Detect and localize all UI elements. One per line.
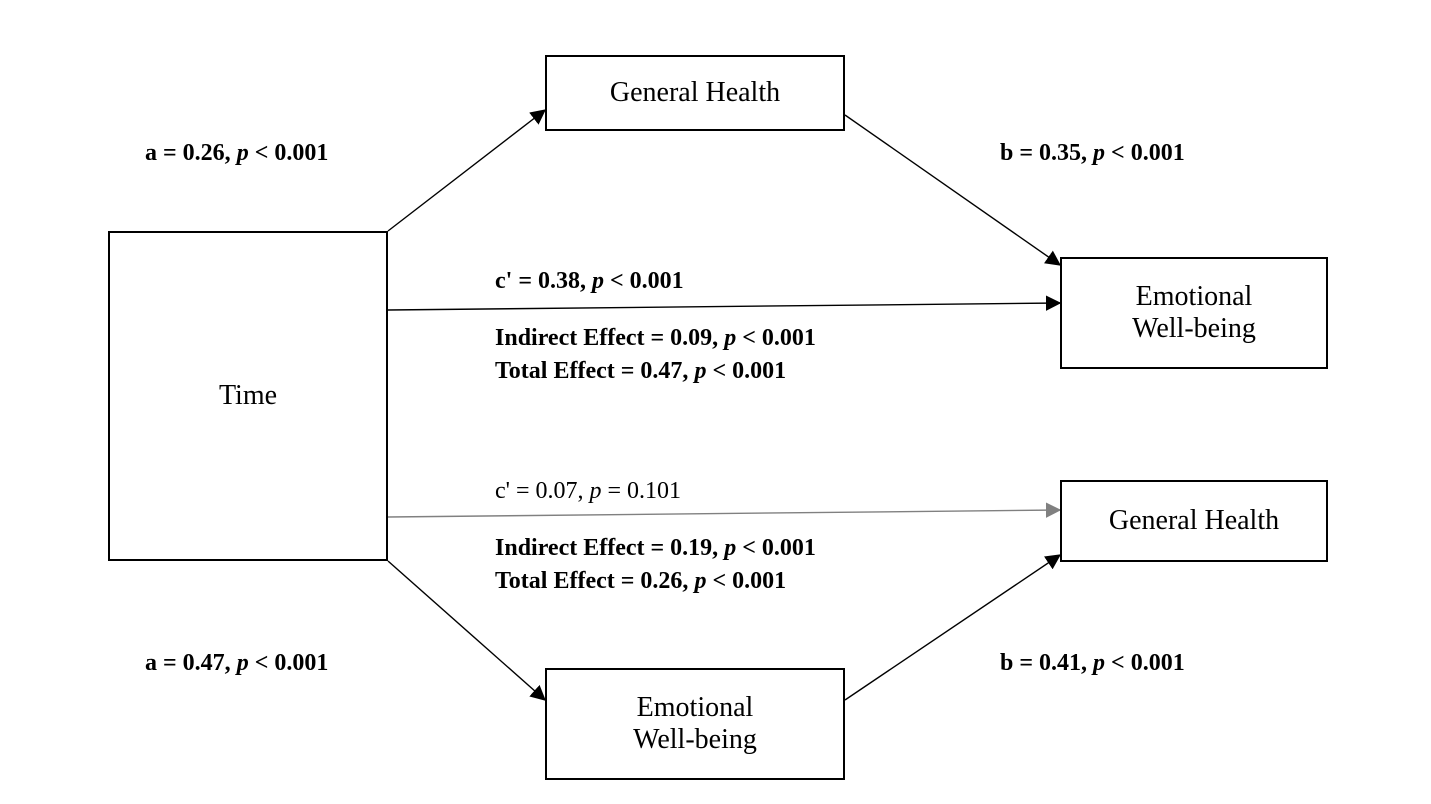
node-general-health-right: General Health	[1060, 480, 1328, 562]
label-indirect-emo: Indirect Effect = 0.09, p < 0.001	[495, 325, 816, 352]
label-total-emo: Total Effect = 0.47, p < 0.001	[495, 358, 786, 385]
node-time: Time	[108, 231, 388, 561]
edge-c-gen	[388, 510, 1060, 517]
label-a-top: a = 0.26, p < 0.001	[145, 140, 328, 167]
label-total-gen: Total Effect = 0.26, p < 0.001	[495, 568, 786, 595]
mediation-diagram: Time General Health Emotional Well-being…	[0, 0, 1431, 804]
label-indirect-gen: Indirect Effect = 0.19, p < 0.001	[495, 535, 816, 562]
edge-a-top	[388, 110, 545, 231]
label-c-prime-gen: c' = 0.07, p = 0.101	[495, 478, 681, 505]
label-b-top: b = 0.35, p < 0.001	[1000, 140, 1185, 167]
node-general-health-top: General Health	[545, 55, 845, 131]
node-emotional-wellbeing-right: Emotional Well-being	[1060, 257, 1328, 369]
node-emotional-wellbeing-bottom: Emotional Well-being	[545, 668, 845, 780]
label-b-bottom: b = 0.41, p < 0.001	[1000, 650, 1185, 677]
edge-b-top	[845, 115, 1060, 265]
label-c-prime-emo: c' = 0.38, p < 0.001	[495, 268, 684, 295]
label-a-bottom: a = 0.47, p < 0.001	[145, 650, 328, 677]
edge-c-emo	[388, 303, 1060, 310]
edge-b-bot	[845, 555, 1060, 700]
